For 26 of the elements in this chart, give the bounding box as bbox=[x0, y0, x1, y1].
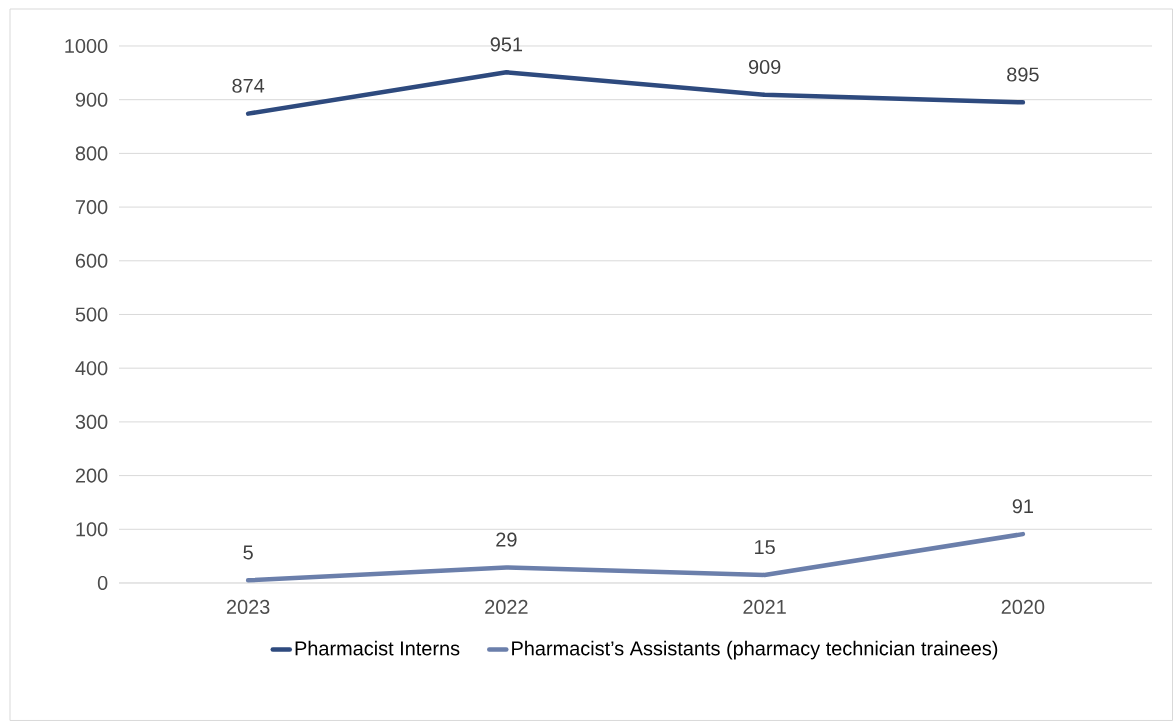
y-tick-label: 400 bbox=[75, 361, 108, 376]
y-tick-label: 800 bbox=[75, 146, 108, 161]
y-tick-label: 500 bbox=[75, 307, 108, 322]
data-label: 909 bbox=[748, 59, 781, 74]
data-label: 15 bbox=[755, 540, 775, 555]
y-tick-label: 700 bbox=[75, 200, 108, 215]
data-label: 5 bbox=[243, 545, 253, 560]
y-tick-label: 100 bbox=[76, 522, 108, 537]
x-tick-label: 2023 bbox=[226, 599, 270, 614]
data-label: 895 bbox=[1007, 67, 1039, 82]
y-tick-label: 900 bbox=[75, 92, 108, 107]
y-tick-label: 1000 bbox=[65, 38, 108, 54]
legend-label: Pharmacist’s Assistants (pharmacy technician trainees) bbox=[512, 640, 998, 660]
x-tick-label: 2022 bbox=[485, 599, 528, 614]
data-label: 29 bbox=[496, 532, 517, 547]
data-label: 874 bbox=[232, 78, 265, 93]
y-tick-label: 0 bbox=[97, 575, 108, 591]
data-label: 951 bbox=[490, 37, 523, 52]
y-tick-label: 300 bbox=[75, 414, 108, 429]
y-tick-label: 600 bbox=[75, 253, 108, 268]
legend-label: Pharmacist Interns bbox=[295, 640, 460, 656]
data-label: 91 bbox=[1012, 499, 1033, 514]
line-series bbox=[245, 531, 1026, 583]
x-tick-label: 2020 bbox=[1001, 599, 1045, 614]
y-tick-label: 200 bbox=[75, 468, 108, 483]
x-tick-label: 2021 bbox=[743, 599, 786, 614]
